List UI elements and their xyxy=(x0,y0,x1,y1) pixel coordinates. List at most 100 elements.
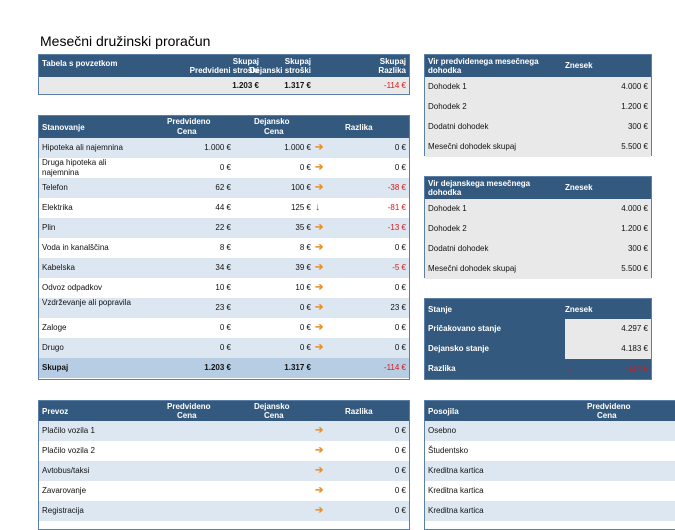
arrow-down-icon: ↓ xyxy=(567,363,572,374)
total-row: Skupaj 1.203 € 1.317 € -114 € xyxy=(39,358,409,378)
summary-header: Tabela s povzetkom Skupaj Predvideni str… xyxy=(39,55,409,77)
row-diff: 0 € xyxy=(394,426,406,435)
row-name: Odvoz odpadkov xyxy=(42,283,103,292)
loans-table: Posojila Predvideno Cena Osebno Študentsk… xyxy=(424,400,675,530)
row-diff: 0 € xyxy=(394,486,406,495)
summary-col-planned-1: Skupaj xyxy=(232,57,259,66)
row-actual: 100 € xyxy=(290,183,311,192)
item-name: Dohodek 2 xyxy=(428,102,467,111)
balance-row: Dejansko stanje 4.183 € xyxy=(425,339,651,359)
balance-value-cell xyxy=(565,359,651,379)
balance-value: -114 € xyxy=(625,364,648,373)
balance-name: Pričakovano stanje xyxy=(428,324,501,333)
table-row: Elektrika 44 € 125 € ↓ -81 € xyxy=(39,198,409,218)
list-item: Dohodek 2 1.200 € xyxy=(425,97,651,117)
table-row: Kreditna kartica xyxy=(425,461,675,481)
balance-value-cell xyxy=(565,319,651,339)
list-item: Dodatni dohodek 300 € xyxy=(425,239,651,259)
summary-col-actual-2: Dejanski stroški xyxy=(249,66,311,75)
list-item: Dodatni dohodek 300 € xyxy=(425,117,651,137)
arrow-right-icon: ➔ xyxy=(315,322,324,333)
housing-col-actual-1: Dejansko xyxy=(254,117,290,126)
row-actual: 35 € xyxy=(295,223,311,232)
arrow-right-icon: ➔ xyxy=(315,425,324,436)
loans-header: Posojila Predvideno Cena xyxy=(425,401,675,421)
actual-income-label-2: dohodka xyxy=(428,188,462,197)
row-name: Kreditna kartica xyxy=(428,486,484,495)
arrow-right-icon: ➔ xyxy=(315,445,324,456)
table-row: Telefon 62 € 100 € ➔ -38 € xyxy=(39,178,409,198)
table-row: Drugo 0 € 0 € ➔ 0 € xyxy=(39,338,409,358)
actual-income-col: Znesek xyxy=(565,183,593,192)
housing-col-planned-1: Predvideno xyxy=(167,117,211,126)
item-name: Mesečni dohodek skupaj xyxy=(428,264,517,273)
row-planned: 23 € xyxy=(215,303,231,312)
table-row: Vzdrževanje ali popravila 23 € 0 € ➔ 23 € xyxy=(39,298,409,318)
summary-table: Tabela s povzetkom Skupaj Predvideni str… xyxy=(38,54,410,95)
list-item: Mesečni dohodek skupaj 5.500 € xyxy=(425,137,651,157)
balance-value: 4.183 € xyxy=(621,344,648,353)
summary-col-diff-1: Skupaj xyxy=(379,57,406,66)
row-planned: 22 € xyxy=(215,223,231,232)
row-diff: 0 € xyxy=(394,163,406,172)
row-name: Kreditna kartica xyxy=(428,506,484,515)
row-planned: 0 € xyxy=(219,163,231,172)
actual-income-table: Vir dejanskega mesečnega dohodka Znesek … xyxy=(424,176,652,279)
table-row: Kabelska 34 € 39 € ➔ -5 € xyxy=(39,258,409,278)
table-row: Kreditna kartica xyxy=(425,481,675,501)
housing-col-planned-2: Cena xyxy=(177,127,197,136)
table-row: Zaloge 0 € 0 € ➔ 0 € xyxy=(39,318,409,338)
arrow-right-icon: ➔ xyxy=(315,262,324,273)
balance-name: Razlika xyxy=(428,364,456,373)
row-diff: 0 € xyxy=(394,343,406,352)
transport-header: Prevoz Predvideno Cena Dejansko Cena Raz… xyxy=(39,401,409,421)
item-value: 1.200 € xyxy=(621,224,648,233)
row-name: Zaloge xyxy=(42,323,67,332)
row-planned: 8 € xyxy=(219,243,231,252)
total-diff: -114 € xyxy=(383,363,406,372)
table-row: Voda in kanalščina 8 € 8 € ➔ 0 € xyxy=(39,238,409,258)
item-name: Dohodek 1 xyxy=(428,204,467,213)
transport-col-planned-1: Predvideno xyxy=(167,402,211,411)
planned-income-col: Znesek xyxy=(565,61,593,70)
transport-col-diff: Razlika xyxy=(345,407,373,416)
row-diff: -81 € xyxy=(387,203,406,212)
table-row: Hipoteka ali najemnina 1.000 € 1.000 € ➔ 0 € xyxy=(39,138,409,158)
transport-col-planned-2: Cena xyxy=(177,411,197,420)
row-planned: 10 € xyxy=(215,283,231,292)
item-value: 300 € xyxy=(627,122,648,131)
loans-col-planned-1: Predvideno xyxy=(587,402,631,411)
arrow-right-icon: ➔ xyxy=(315,162,324,173)
balance-row: Razlika -114 € ↓ xyxy=(425,359,651,379)
arrow-right-icon: ➔ xyxy=(315,182,324,193)
summary-actual-value: 1.317 € xyxy=(284,81,311,90)
item-value: 1.200 € xyxy=(621,102,648,111)
page-title: Mesečni družinski proračun xyxy=(40,33,211,49)
item-name: Dodatni dohodek xyxy=(428,122,489,131)
arrow-right-icon: ➔ xyxy=(315,142,324,153)
item-name: Mesečni dohodek skupaj xyxy=(428,142,517,151)
transport-col-actual-1: Dejansko xyxy=(254,402,290,411)
item-value: 300 € xyxy=(627,244,648,253)
row-planned: 1.000 € xyxy=(204,143,231,152)
item-name: Dodatni dohodek xyxy=(428,244,489,253)
transport-col-actual-2: Cena xyxy=(264,411,284,420)
table-row: Zavarovanje ➔ 0 € xyxy=(39,481,409,501)
arrow-right-icon: ➔ xyxy=(315,505,324,516)
row-planned: 34 € xyxy=(215,263,231,272)
row-actual: 0 € xyxy=(299,303,311,312)
planned-income-label-2: dohodka xyxy=(428,66,462,75)
list-item: Dohodek 2 1.200 € xyxy=(425,219,651,239)
table-row: Osebno xyxy=(425,421,675,441)
row-name: Avtobus/taksi xyxy=(42,466,90,475)
row-name: Druga hipoteka ali najemnina xyxy=(42,158,107,177)
balance-table: Stanje Znesek Pričakovano stanje 4.297 € D… xyxy=(424,298,652,380)
item-value: 5.500 € xyxy=(621,142,648,151)
row-diff: -38 € xyxy=(387,183,406,192)
table-row: Študentsko xyxy=(425,441,675,461)
arrow-right-icon: ➔ xyxy=(315,465,324,476)
balance-label: Stanje xyxy=(428,305,453,314)
row-actual: 8 € xyxy=(299,243,311,252)
balance-label-cell xyxy=(425,339,565,359)
row-planned: 62 € xyxy=(215,183,231,192)
